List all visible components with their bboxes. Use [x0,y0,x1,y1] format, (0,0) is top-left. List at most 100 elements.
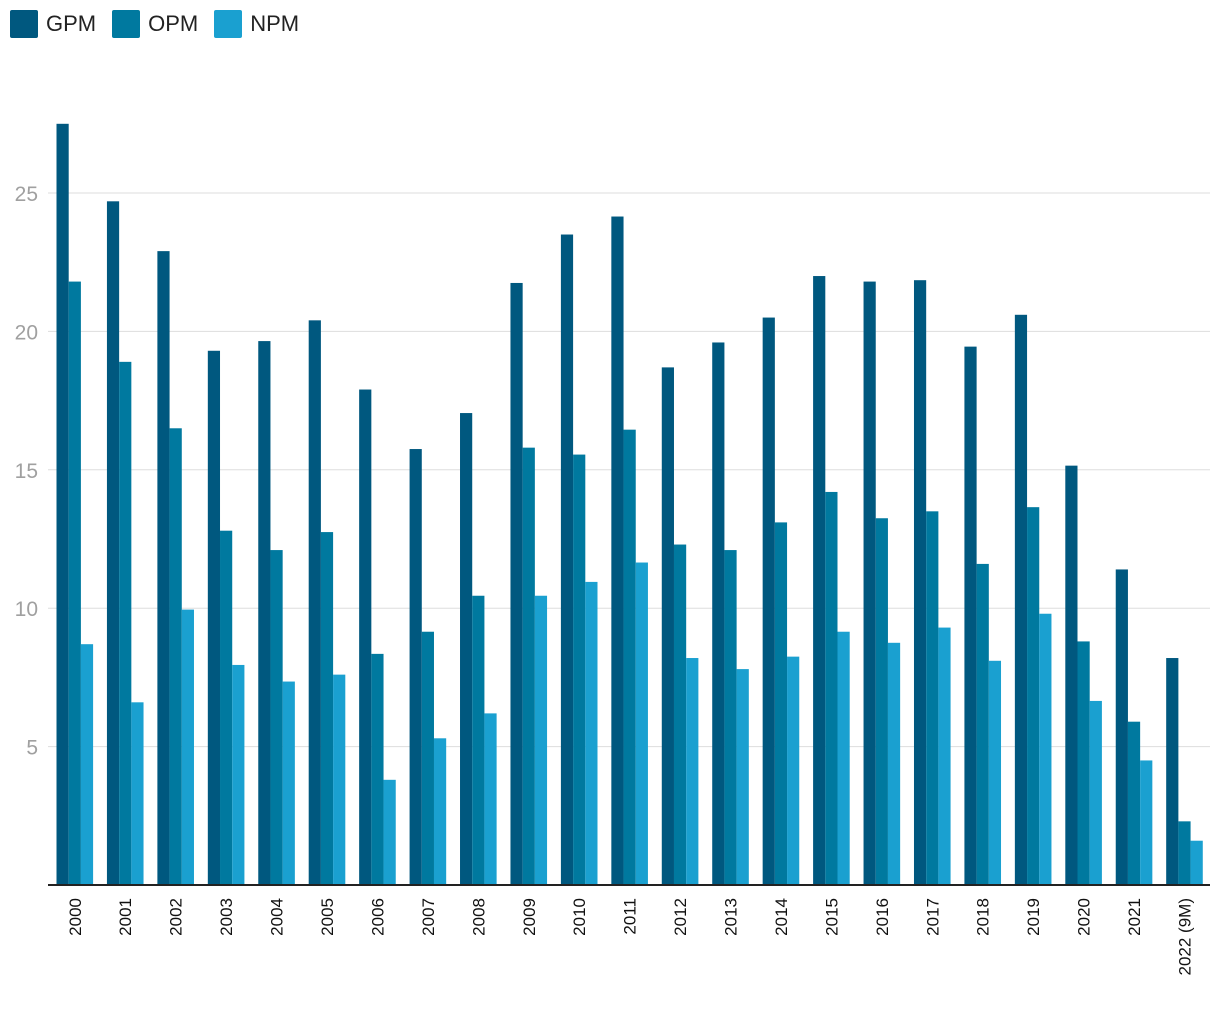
bar-npm-2003[interactable]: NPM 2003: 7.95 [232,664,245,885]
bar-opm-2017[interactable]: OPM 2017: 13.5 [926,511,939,885]
bar-opm-2013[interactable]: OPM 2013: 12.1 [724,550,737,885]
x-tick-label-2014: 2014 [772,898,791,936]
bar-npm-2001[interactable]: NPM 2001: 6.6 [131,702,144,885]
legend-label-npm: NPM [250,11,300,36]
bar-opm-2016[interactable]: OPM 2016: 13.25 [875,518,888,885]
x-tick-label-2016: 2016 [873,898,892,936]
bar-gpm-2020[interactable]: GPM 2020: 15.15 [1065,465,1078,885]
bar-npm-2004[interactable]: NPM 2004: 7.35 [282,681,295,885]
bar-opm-2021[interactable]: OPM 2021: 5.9 [1127,721,1141,885]
bar-npm-2016[interactable]: NPM 2016: 8.75 [887,642,901,885]
bar-gpm-2013[interactable]: GPM 2013: 19.6 [712,342,725,885]
legend-item-opm[interactable]: OPM [112,10,198,38]
x-tick-label-2022-9M: 2022 (9M) [1175,898,1194,975]
bar-opm-2000[interactable]: OPM 2000: 21.8 [68,281,81,885]
bar-npm-2009[interactable]: NPM 2009: 10.45 [534,595,548,885]
bar-npm-2020[interactable]: NPM 2020: 6.65 [1089,700,1102,885]
bar-opm-2020[interactable]: OPM 2020: 8.8 [1077,641,1090,885]
bar-opm-2010[interactable]: OPM 2010: 15.55 [573,454,586,885]
bar-npm-2008[interactable]: NPM 2008: 6.2 [484,713,497,885]
bar-opm-2008[interactable]: OPM 2008: 10.45 [472,595,485,885]
bar-opm-2005[interactable]: OPM 2005: 12.75 [320,532,334,885]
legend: GPM OPM NPM [10,10,315,38]
bar-gpm-2001[interactable]: GPM 2001: 24.7 [106,201,120,885]
x-tick-label-2018: 2018 [974,898,993,936]
bar-gpm-2018[interactable]: GPM 2018: 19.45 [964,346,977,885]
x-tick-label-2002: 2002 [167,898,186,936]
bar-opm-2018[interactable]: OPM 2018: 11.6 [976,563,989,885]
x-tick-label-2015: 2015 [822,898,841,936]
bar-npm-2022-9M[interactable]: NPM 2022 (9M): 1.6 [1190,840,1203,885]
x-tick-label-2008: 2008 [469,898,488,936]
bar-gpm-2011[interactable]: GPM 2011: 24.15 [611,216,624,885]
x-tick-label-2021: 2021 [1125,898,1144,936]
legend-swatch-opm [112,10,141,38]
bar-npm-2012[interactable]: NPM 2012: 8.2 [686,658,699,885]
bar-opm-2007[interactable]: OPM 2007: 9.15 [421,631,434,885]
bar-gpm-2017[interactable]: GPM 2017: 21.85 [913,280,927,885]
bar-opm-2022-9M[interactable]: OPM 2022 (9M): 2.3 [1178,821,1191,885]
bar-npm-2005[interactable]: NPM 2005: 7.6 [333,674,346,885]
y-tick-label-10: 10 [15,598,38,621]
bar-opm-2002[interactable]: OPM 2002: 16.5 [169,428,182,885]
bar-gpm-2016[interactable]: GPM 2016: 21.8 [863,281,876,885]
bar-npm-2010[interactable]: NPM 2010: 10.95 [585,581,598,885]
bar-opm-2003[interactable]: OPM 2003: 12.8 [220,530,233,885]
bar-gpm-2022-9M[interactable]: GPM 2022 (9M): 8.2 [1166,658,1179,885]
bar-npm-2002[interactable]: NPM 2002: 9.95 [181,609,194,885]
x-tick-label-2000: 2000 [66,898,85,936]
bar-opm-2014[interactable]: OPM 2014: 13.1 [774,522,788,885]
bar-gpm-2015[interactable]: GPM 2015: 22 [813,276,826,885]
x-tick-label-2017: 2017 [923,898,942,936]
bar-gpm-2009[interactable]: GPM 2009: 21.75 [510,282,523,886]
bar-gpm-2012[interactable]: GPM 2012: 18.7 [661,367,674,885]
bar-npm-2017[interactable]: NPM 2017: 9.3 [938,627,951,885]
bar-opm-2009[interactable]: OPM 2009: 15.8 [522,447,535,885]
y-tick-label-15: 15 [15,460,38,483]
bar-gpm-2004[interactable]: GPM 2004: 19.65 [258,341,271,885]
bar-gpm-2006[interactable]: GPM 2006: 17.9 [359,389,372,885]
x-tick-label-2009: 2009 [520,898,539,936]
bar-npm-2006[interactable]: NPM 2006: 3.8 [383,779,396,885]
bar-npm-2018[interactable]: NPM 2018: 8.1 [988,660,1002,885]
bar-npm-2013[interactable]: NPM 2013: 7.8 [736,669,749,885]
bar-gpm-2021[interactable]: GPM 2021: 11.4 [1115,569,1128,885]
bar-npm-2014[interactable]: NPM 2014: 8.25 [787,656,800,885]
bar-opm-2001[interactable]: OPM 2001: 18.9 [119,361,132,885]
bar-gpm-2005[interactable]: GPM 2005: 20.4 [308,320,321,885]
x-tick-label-2019: 2019 [1024,898,1043,936]
legend-label-gpm: GPM [46,11,97,36]
x-tick-label-2003: 2003 [217,898,236,936]
bar-npm-2011[interactable]: NPM 2011: 11.65 [635,562,648,885]
x-tick-label-2006: 2006 [368,898,387,936]
bar-npm-2015[interactable]: NPM 2015: 9.15 [837,631,850,885]
bar-npm-2007[interactable]: NPM 2007: 5.3 [433,738,447,885]
bar-gpm-2014[interactable]: GPM 2014: 20.5 [762,317,775,885]
bar-gpm-2000[interactable]: GPM 2000: 27.5 [56,123,69,886]
legend-label-opm: OPM [148,11,199,36]
bar-opm-2012[interactable]: OPM 2012: 12.3 [673,544,687,885]
legend-item-gpm[interactable]: GPM [10,10,96,38]
bar-opm-2004[interactable]: OPM 2004: 12.1 [270,550,283,885]
bar-opm-2006[interactable]: OPM 2006: 8.35 [371,653,384,885]
legend-swatch-npm [214,10,243,38]
bar-gpm-2007[interactable]: GPM 2007: 15.75 [409,449,422,885]
bar-opm-2011[interactable]: OPM 2011: 16.45 [623,429,636,885]
x-tick-label-2005: 2005 [318,898,337,936]
bar-gpm-2008[interactable]: GPM 2008: 17.05 [460,413,473,885]
bar-npm-2021[interactable]: NPM 2021: 4.5 [1140,760,1153,885]
x-tick-label-2011: 2011 [621,898,640,935]
x-tick-label-2004: 2004 [268,898,287,936]
bar-gpm-2010[interactable]: GPM 2010: 23.5 [560,234,574,885]
bar-gpm-2019[interactable]: GPM 2019: 20.6 [1014,314,1028,885]
legend-swatch-gpm [10,10,38,38]
bar-gpm-2003[interactable]: GPM 2003: 19.3 [207,350,221,885]
bar-npm-2000[interactable]: NPM 2000: 8.7 [80,644,94,885]
bar-opm-2015[interactable]: OPM 2015: 14.2 [825,491,838,885]
x-tick-label-2013: 2013 [722,898,741,936]
bar-opm-2019[interactable]: OPM 2019: 13.65 [1027,507,1040,885]
legend-item-npm[interactable]: NPM [214,10,299,38]
bar-npm-2019[interactable]: NPM 2019: 9.8 [1039,613,1052,885]
bar-gpm-2002[interactable]: GPM 2002: 22.9 [157,251,170,886]
